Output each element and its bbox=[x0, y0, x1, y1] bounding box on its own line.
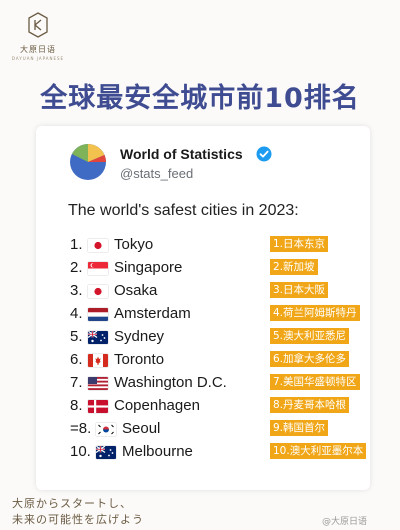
canada-flag-icon bbox=[88, 354, 108, 367]
footer-slogan-line2: 未来の可能性を広げよう bbox=[12, 513, 144, 526]
rank-number: 5. bbox=[70, 328, 83, 345]
japan-flag-icon bbox=[88, 239, 108, 252]
netherlands-flag-icon bbox=[88, 308, 108, 321]
watermark: @大原日语 bbox=[322, 517, 368, 527]
rank-number: 8. bbox=[70, 397, 83, 414]
city-name: Tokyo bbox=[114, 236, 154, 253]
rank-number: =8. bbox=[70, 420, 92, 437]
city-name: Melbourne bbox=[122, 443, 193, 460]
denmark-flag-icon bbox=[88, 400, 108, 413]
pie-chart-avatar-icon bbox=[70, 144, 106, 180]
city-name: Singapore bbox=[114, 259, 183, 276]
list-item: 6. Toronto 6.加拿大多伦多 bbox=[70, 351, 370, 371]
logo-subtext: DAYUAN JAPANESE bbox=[11, 56, 65, 61]
account-handle[interactable]: @stats_feed bbox=[120, 166, 194, 181]
account-name[interactable]: World of Statistics bbox=[120, 146, 243, 162]
verified-badge-icon bbox=[256, 146, 272, 162]
page-title: 全球最安全城市前10排名 bbox=[40, 83, 360, 114]
city-name: Sydney bbox=[114, 328, 165, 345]
chinese-label: 10.澳大利亚墨尔本 bbox=[270, 443, 367, 459]
city-name: Seoul bbox=[122, 420, 161, 437]
rank-number: 4. bbox=[70, 305, 83, 322]
list-item: 7. Washington D.C. 7.美国华盛顿特区 bbox=[70, 374, 370, 394]
city-name: Toronto bbox=[114, 351, 165, 368]
list-item: 5. Sydney 5.澳大利亚悉尼 bbox=[70, 328, 370, 348]
australia-flag-icon bbox=[88, 331, 108, 344]
logo-text: 大原日语 bbox=[20, 45, 56, 54]
rank-number: 10. bbox=[70, 443, 91, 460]
chinese-label: 8.丹麦哥本哈根 bbox=[270, 397, 350, 413]
list-item: 4. Amsterdam 4.荷兰阿姆斯特丹 bbox=[70, 305, 370, 325]
chinese-label: 9.韩国首尔 bbox=[270, 420, 329, 436]
rank-number: 6. bbox=[70, 351, 83, 368]
chinese-label: 1.日本东京 bbox=[270, 236, 329, 252]
footer-slogan-line1: 大原からスタートし、 bbox=[12, 497, 132, 510]
city-name: Osaka bbox=[114, 282, 158, 299]
brand-logo: 大原日语 DAYUAN JAPANESE bbox=[10, 12, 66, 61]
tweet-text: The world's safest cities in 2023: bbox=[68, 202, 299, 219]
list-item: 1. Tokyo 1.日本东京 bbox=[70, 236, 370, 256]
chinese-label: 7.美国华盛顿特区 bbox=[270, 374, 360, 390]
rank-number: 1. bbox=[70, 236, 83, 253]
chinese-label: 3.日本大阪 bbox=[270, 282, 329, 298]
list-item: 3. Osaka 3.日本大阪 bbox=[70, 282, 370, 302]
chinese-label: 6.加拿大多伦多 bbox=[270, 351, 350, 367]
chinese-label: 4.荷兰阿姆斯特丹 bbox=[270, 305, 360, 321]
singapore-flag-icon bbox=[88, 262, 108, 275]
tweet-card: World of Statistics @stats_feed The worl… bbox=[36, 126, 370, 490]
usa-flag-icon bbox=[88, 377, 108, 390]
logo-emblem-icon bbox=[28, 12, 48, 38]
city-name: Washington D.C. bbox=[114, 374, 227, 391]
japan-flag-icon bbox=[88, 285, 108, 298]
city-name: Amsterdam bbox=[114, 305, 191, 322]
list-item: 2. Singapore 2.新加坡 bbox=[70, 259, 370, 279]
city-name: Copenhagen bbox=[114, 397, 200, 414]
chinese-label: 2.新加坡 bbox=[270, 259, 318, 275]
australia-flag-icon bbox=[96, 446, 116, 459]
list-item: 8. Copenhagen 8.丹麦哥本哈根 bbox=[70, 397, 370, 417]
list-item: =8. Seoul 9.韩国首尔 bbox=[70, 420, 370, 440]
rank-number: 7. bbox=[70, 374, 83, 391]
rank-number: 3. bbox=[70, 282, 83, 299]
korea-flag-icon bbox=[96, 423, 116, 436]
chinese-label: 5.澳大利亚悉尼 bbox=[270, 328, 350, 344]
list-item: 10. Melbourne 10.澳大利亚墨尔本 bbox=[70, 443, 370, 463]
rank-number: 2. bbox=[70, 259, 83, 276]
